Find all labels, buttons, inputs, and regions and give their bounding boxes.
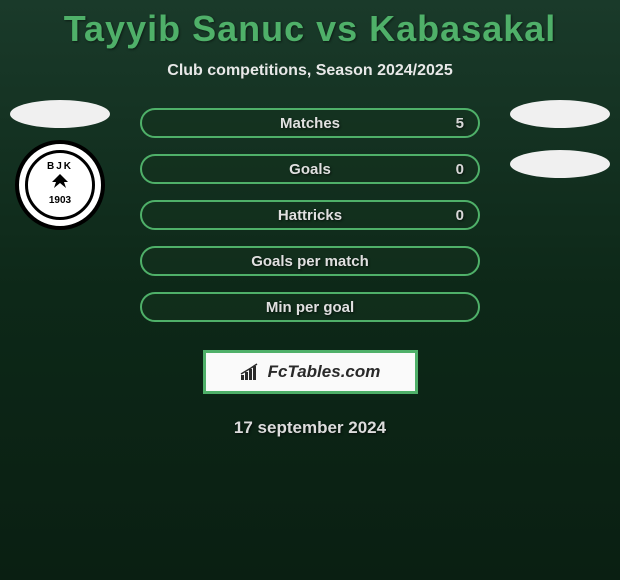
stat-label: Min per goal xyxy=(266,299,354,316)
stat-value: 0 xyxy=(456,207,464,224)
page-title: Tayyib Sanuc vs Kabasakal xyxy=(0,8,620,50)
club-logo-inner: BJK 1903 xyxy=(25,150,95,220)
stat-label: Hattricks xyxy=(278,207,342,224)
player-badge-right-2 xyxy=(510,150,610,178)
date-text: 17 september 2024 xyxy=(0,418,620,438)
club-initials: BJK xyxy=(47,161,73,172)
brand-box[interactable]: FcTables.com xyxy=(203,350,418,394)
left-badge-column: BJK 1903 xyxy=(10,100,110,230)
stat-row-hattricks: Hattricks 0 xyxy=(140,200,480,230)
stat-rows: Matches 5 Goals 0 Hattricks 0 Goals per … xyxy=(140,108,480,322)
player-badge-left xyxy=(10,100,110,128)
stat-row-gpm: Goals per match xyxy=(140,246,480,276)
subtitle: Club competitions, Season 2024/2025 xyxy=(0,62,620,80)
club-year: 1903 xyxy=(49,195,71,206)
brand-text: FcTables.com xyxy=(268,362,381,382)
stat-label: Matches xyxy=(280,115,340,132)
eagle-icon xyxy=(46,172,74,195)
stat-label: Goals xyxy=(289,161,331,178)
club-logo-besiktas: BJK 1903 xyxy=(15,140,105,230)
comparison-card: Tayyib Sanuc vs Kabasakal Club competiti… xyxy=(0,0,620,438)
stat-value: 5 xyxy=(456,115,464,132)
stat-row-matches: Matches 5 xyxy=(140,108,480,138)
stat-row-mpg: Min per goal xyxy=(140,292,480,322)
right-badge-column xyxy=(510,100,610,178)
stat-value: 0 xyxy=(456,161,464,178)
bar-chart-icon xyxy=(240,363,262,381)
stats-area: BJK 1903 Matches 5 xyxy=(0,108,620,438)
player-badge-right-1 xyxy=(510,100,610,128)
stat-label: Goals per match xyxy=(251,253,369,270)
stat-row-goals: Goals 0 xyxy=(140,154,480,184)
